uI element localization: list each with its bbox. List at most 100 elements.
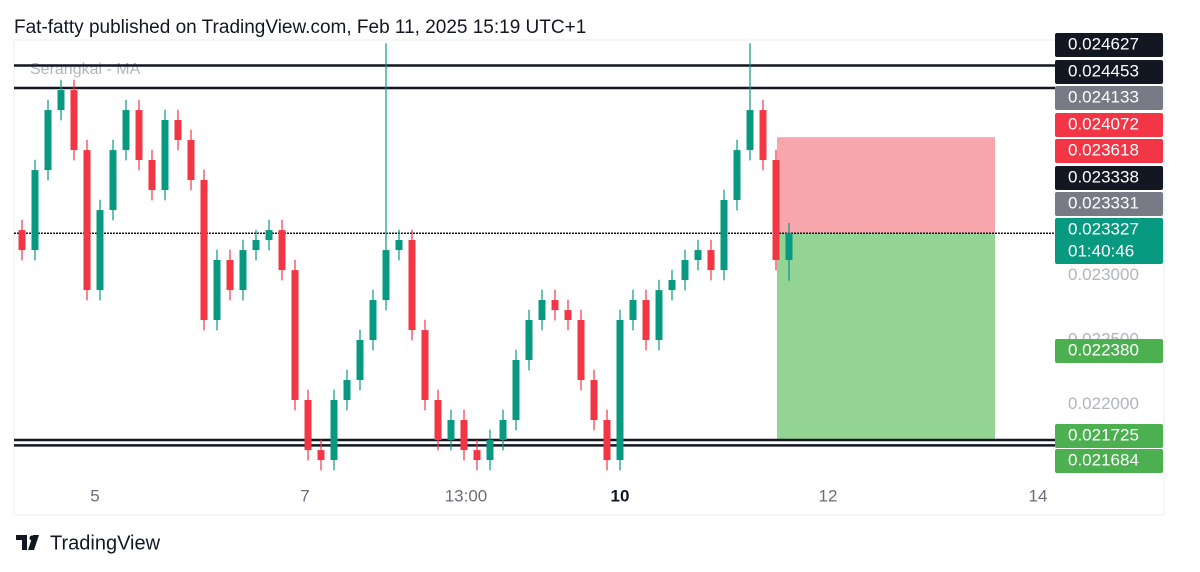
- footer-brand: TradingView: [50, 532, 161, 554]
- candle-body: [512, 360, 520, 421]
- candle-body: [239, 250, 247, 291]
- price-badge-label: 0.023327: [1068, 219, 1139, 238]
- candle-body: [213, 260, 221, 321]
- price-badge-label: 0.023331: [1068, 193, 1139, 212]
- x-tick-label: 7: [300, 486, 309, 505]
- candle-body: [447, 420, 455, 441]
- candle-body: [200, 180, 208, 321]
- candle-body: [226, 260, 234, 291]
- candle-body: [317, 450, 325, 461]
- candle-body: [187, 140, 195, 181]
- candle-body: [642, 300, 650, 341]
- logo: [16, 535, 39, 550]
- candle-body: [44, 110, 52, 171]
- candle-body: [304, 400, 312, 451]
- candle-body: [369, 300, 377, 341]
- price-badge: [1055, 60, 1163, 84]
- candle-body: [395, 240, 403, 251]
- candle-body: [83, 150, 91, 291]
- price-badge-label: 0.024133: [1068, 87, 1139, 106]
- candle-body: [551, 300, 559, 311]
- candle-body: [473, 450, 481, 461]
- stop-zone: [777, 137, 995, 234]
- y-tick-label: 0.022000: [1068, 394, 1139, 413]
- candle-body: [616, 320, 624, 461]
- countdown-label: 01:40:46: [1068, 241, 1134, 260]
- candle-body: [590, 380, 598, 421]
- candle-body: [434, 400, 442, 441]
- price-badge-label: 0.023338: [1068, 167, 1139, 186]
- candle-body: [486, 440, 494, 461]
- candle-body: [603, 420, 611, 461]
- candle-body: [109, 150, 117, 211]
- price-badge-label: 0.022380: [1068, 340, 1139, 359]
- candle-body: [148, 160, 156, 191]
- candle-body: [135, 110, 143, 161]
- candle-body: [122, 110, 130, 151]
- candle-body: [174, 120, 182, 141]
- price-badge: [1055, 113, 1163, 137]
- candle-body: [278, 230, 286, 271]
- candle-body: [525, 320, 533, 361]
- candle-body: [577, 320, 585, 381]
- candle-body: [759, 110, 767, 161]
- price-badge: [1055, 424, 1163, 448]
- candle-body: [252, 240, 260, 251]
- candle-body: [18, 230, 26, 251]
- candle-body: [668, 280, 676, 291]
- candle-body: [720, 200, 728, 271]
- price-badge: [1055, 218, 1163, 264]
- candle-body: [330, 400, 338, 461]
- x-tick-label: 5: [90, 486, 99, 505]
- candle-body: [694, 250, 702, 261]
- candle-body: [408, 240, 416, 331]
- price-badge-label: 0.024072: [1068, 114, 1139, 133]
- x-tick-label: 10: [611, 486, 630, 505]
- price-badge-label: 0.024627: [1068, 34, 1139, 53]
- candle-body: [733, 150, 741, 201]
- candle-body: [655, 290, 663, 341]
- candle-body: [96, 210, 104, 291]
- candle-body: [31, 170, 39, 251]
- y-tick-label: 0.023000: [1068, 265, 1139, 284]
- indicator-legend: Serangkai - MA: [30, 61, 141, 78]
- candle-body: [785, 233, 793, 261]
- price-badge: [1055, 33, 1163, 57]
- candle-body: [356, 340, 364, 381]
- candle-body: [343, 380, 351, 401]
- candle-body: [499, 420, 507, 441]
- x-tick-label: 13:00: [445, 486, 488, 505]
- plot-frame: [13, 39, 1165, 516]
- candle-body: [421, 330, 429, 401]
- target-zone: [777, 233, 995, 441]
- candle-body: [746, 110, 754, 151]
- candle-body: [291, 270, 299, 401]
- price-badge: [1055, 86, 1163, 110]
- candle-body: [460, 420, 468, 451]
- candle-body: [70, 90, 78, 151]
- header: Fat-fatty published on TradingView.com, …: [14, 17, 586, 38]
- candle-body: [772, 160, 780, 261]
- price-badge-label: 0.021725: [1068, 425, 1139, 444]
- candle-body: [538, 300, 546, 321]
- candle-body: [382, 250, 390, 301]
- price-badge: [1055, 449, 1163, 473]
- candle-body: [707, 250, 715, 271]
- candle-body: [265, 230, 273, 241]
- price-badge: [1055, 339, 1163, 363]
- candle-body: [564, 310, 572, 321]
- candle-body: [57, 90, 65, 111]
- candle-body: [161, 120, 169, 191]
- x-tick-label: 12: [819, 486, 838, 505]
- price-badge-label: 0.023618: [1068, 140, 1139, 159]
- candle-body: [681, 260, 689, 281]
- price-badge: [1055, 139, 1163, 163]
- x-tick-label: 14: [1029, 486, 1048, 505]
- price-badge: [1055, 192, 1163, 216]
- candle-body: [629, 300, 637, 321]
- price-badge-label: 0.021684: [1068, 450, 1139, 469]
- price-badge: [1055, 166, 1163, 190]
- price-badge-label: 0.024453: [1068, 61, 1139, 80]
